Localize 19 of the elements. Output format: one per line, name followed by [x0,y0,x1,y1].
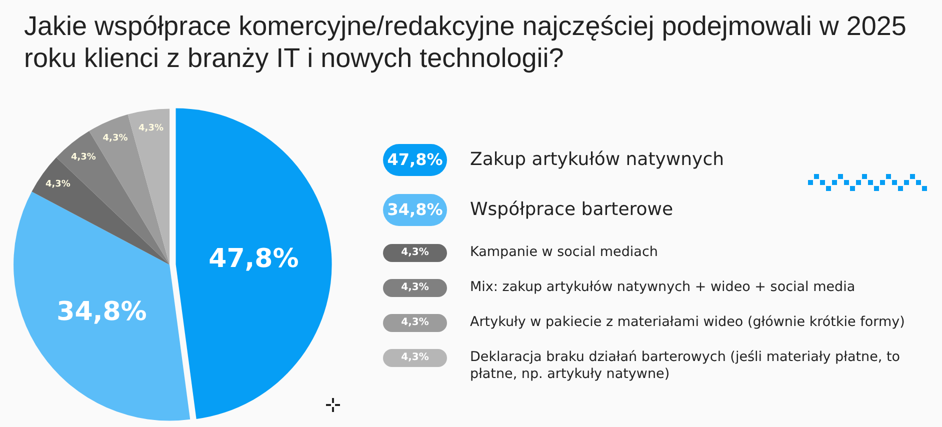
text: 4,3% [401,352,429,363]
legend-label: Deklaracja braku działań barterowych (jeśli materiały płatne, to płatne, np. artykuły natywne) [470,349,902,383]
legend-label: Artykuły w pakiecie z materiałami wideo (głównie krótkie formy) [470,314,905,331]
data-label: 4,3% [102,133,128,144]
legend-label: Zakup artykułów natywnych [470,148,724,172]
data-label: 34,8% [56,296,147,327]
text: 34,8% [387,200,443,219]
data-label: 4,3% [70,152,96,163]
data-label: 4,3% [45,180,70,190]
data-label: 4,3% [138,124,164,134]
chart-title: Jakie współprace komercyjne/redakcyjne najczęściej podejmowali w 2025 roku klienci z branży IT i nowych technologii? [24,10,908,74]
legend-label: Mix: zakup artykułów natywnych + wideo + social media [470,279,856,296]
text: 4,3% [401,247,429,258]
legend-label: Współprace barterowe [470,198,674,222]
data-label: 47,8% [208,244,299,274]
text: 47,8% [387,150,443,169]
text: 4,3% [401,282,429,293]
legend-label: Kampanie w social mediach [470,244,658,261]
text: 4,3% [401,317,429,328]
